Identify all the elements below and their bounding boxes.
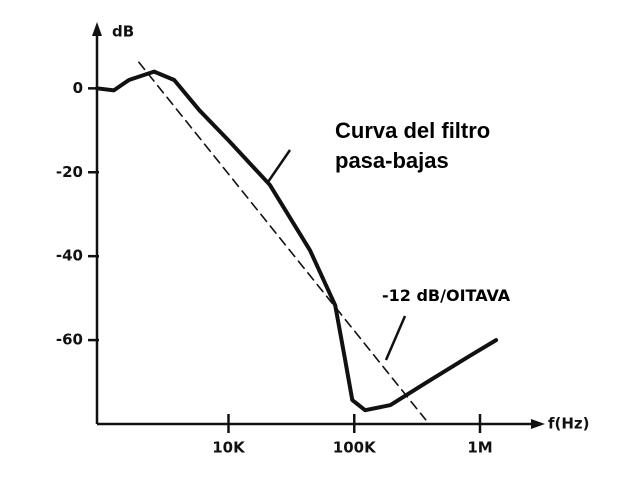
y-tick-label: 0: [73, 79, 83, 97]
y-tick-label: -40: [56, 247, 83, 265]
x-axis-arrow: [531, 419, 545, 429]
x-axis-label: f(Hz): [548, 415, 590, 433]
series-line: [138, 61, 427, 421]
y-axis-arrow: [92, 22, 102, 36]
y-axis-label: dB: [112, 23, 134, 41]
curve-annotation: Curva del filtro pasa-bajas: [335, 118, 491, 173]
slope-annotation: -12 dB/OITAVA: [382, 286, 511, 305]
series-line: [95, 69, 499, 413]
x-tick-label: 1M: [467, 439, 492, 457]
annotation-leader: [384, 315, 407, 361]
annotation-leader: [266, 149, 292, 183]
y-tick-label: -60: [56, 331, 83, 349]
x-tick-label: 100K: [333, 439, 377, 457]
x-tick-label: 10K: [212, 439, 246, 457]
y-tick-label: -20: [56, 163, 83, 181]
